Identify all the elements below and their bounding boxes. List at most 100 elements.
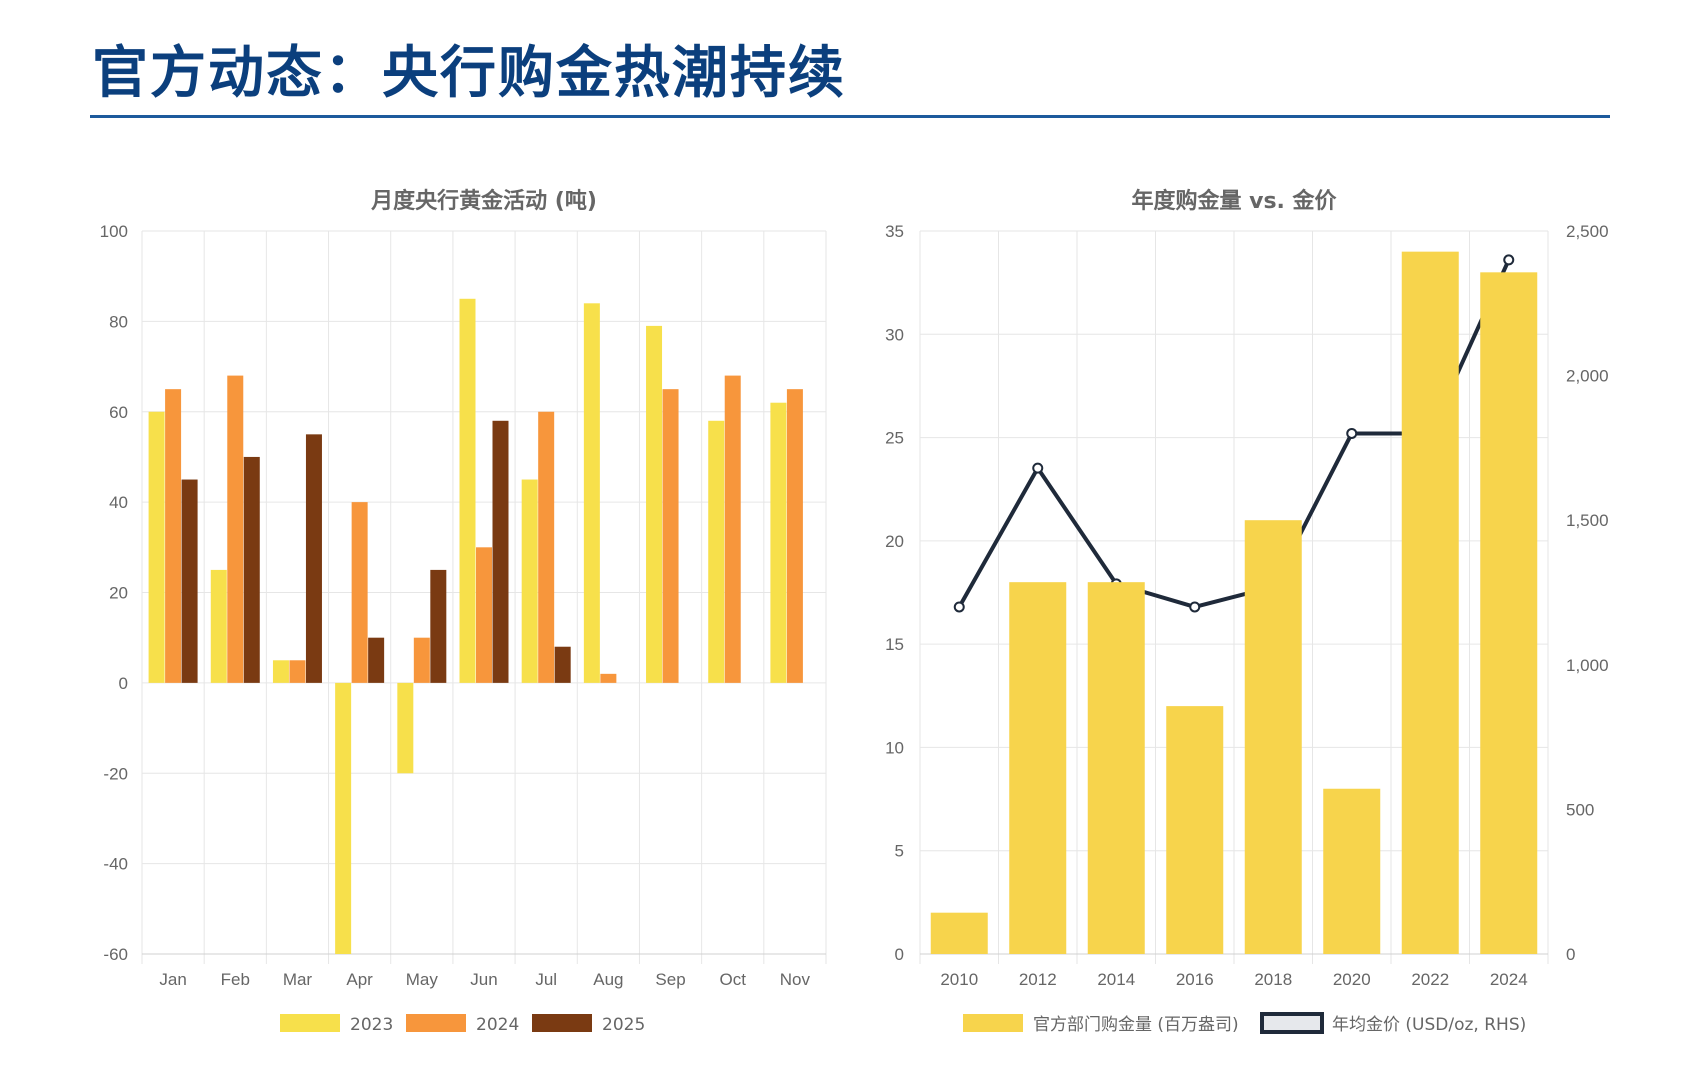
bar-2023-may	[397, 682, 414, 774]
bar-2024-mar	[289, 660, 306, 683]
legend-label-2023: 2023	[350, 1015, 393, 1035]
y-tick-label: 0	[119, 674, 128, 693]
bar-2025-feb	[243, 456, 260, 683]
right-y-tick-label: 500	[1566, 800, 1594, 819]
legend-label-purchases: 官方部门购金量 (百万盎司)	[1033, 1015, 1239, 1035]
bar-purchases-2024	[1480, 272, 1538, 954]
bar-2025-jun	[492, 420, 509, 683]
left-y-tick-label: 30	[885, 325, 904, 344]
legend-swatch-2024	[406, 1014, 466, 1032]
bar-2023-apr	[335, 682, 352, 954]
y-tick-label: -20	[103, 764, 128, 783]
x-tick-label: Aug	[593, 970, 623, 989]
x-tick-label: Sep	[655, 970, 685, 989]
x-tick-label: 2016	[1176, 970, 1214, 989]
bar-2024-aug	[600, 673, 617, 683]
y-tick-label: -60	[103, 945, 128, 964]
bar-2024-jul	[538, 411, 555, 683]
x-tick-label: Jan	[159, 970, 186, 989]
x-tick-label: 2022	[1411, 970, 1449, 989]
bar-2023-sep	[646, 325, 663, 683]
bar-2023-mar	[272, 660, 289, 683]
x-tick-label: 2014	[1097, 970, 1135, 989]
y-tick-label: 60	[109, 403, 128, 422]
bar-2024-feb	[227, 375, 244, 683]
x-tick-label: Oct	[720, 970, 747, 989]
monthly-activity-chart: 月度央行黄金活动 (吨) 100 80 60 40 20 0 -20 -40 -60 Jan Feb M…	[100, 188, 827, 1035]
x-tick-label: Jun	[470, 970, 497, 989]
price-point-2020	[1346, 427, 1358, 439]
annual-chart-title: 年度购金量 vs. 金价	[1131, 188, 1337, 214]
left-y-tick-label: 0	[895, 945, 904, 964]
right-y-tick-label: 1,000	[1566, 656, 1609, 675]
x-tick-label: May	[406, 970, 439, 989]
price-point-2010	[953, 601, 965, 613]
bar-2025-may	[430, 569, 447, 683]
left-y-tick-label: 25	[885, 429, 904, 448]
bar-2023-jan	[148, 411, 165, 683]
bar-2023-nov	[770, 402, 787, 683]
legend-label-2024: 2024	[476, 1015, 519, 1035]
x-tick-label: 2012	[1019, 970, 1057, 989]
x-tick-label: 2020	[1333, 970, 1371, 989]
bar-purchases-2020	[1323, 788, 1381, 954]
bar-purchases-2018	[1244, 520, 1302, 954]
bar-2025-jan	[181, 479, 198, 683]
bar-2023-oct	[708, 420, 725, 683]
x-tick-label: Feb	[221, 970, 250, 989]
bar-2023-aug	[583, 303, 600, 683]
bar-purchases-2014	[1087, 582, 1145, 954]
legend-swatch-price	[1260, 1012, 1324, 1034]
bar-2025-apr	[368, 637, 385, 683]
legend-swatch-purchases	[963, 1014, 1023, 1032]
y-tick-label: 40	[109, 493, 128, 512]
bar-purchases-2016	[1166, 706, 1224, 954]
bar-2024-nov	[786, 389, 803, 683]
y-tick-label: 100	[100, 222, 128, 241]
right-y-tick-label: 1,500	[1566, 511, 1609, 530]
y-tick-label: -40	[103, 855, 128, 874]
x-tick-label: Nov	[780, 970, 811, 989]
legend-swatch-2025	[532, 1014, 592, 1032]
legend-label-2025: 2025	[602, 1015, 645, 1035]
x-tick-label: Jul	[535, 970, 557, 989]
title-divider	[90, 115, 1610, 118]
price-point-2024	[1503, 254, 1515, 266]
left-y-tick-label: 15	[885, 635, 904, 654]
right-y-tick-label: 2,500	[1566, 222, 1609, 241]
bar-purchases-2022	[1401, 251, 1459, 954]
x-tick-label: 2010	[940, 970, 978, 989]
bar-2025-mar	[305, 434, 322, 683]
bar-2023-jul	[521, 479, 538, 683]
x-tick-label: 2018	[1254, 970, 1292, 989]
y-tick-label: 80	[109, 312, 128, 331]
right-y-tick-label: 0	[1566, 945, 1575, 964]
left-y-tick-label: 20	[885, 532, 904, 551]
x-tick-label: 2024	[1490, 970, 1528, 989]
bar-2024-sep	[662, 389, 679, 683]
y-tick-label: 20	[109, 584, 128, 603]
page-title: 官方动态：央行购金热潮持续	[92, 41, 846, 106]
left-y-tick-label: 10	[885, 738, 904, 757]
right-y-tick-label: 2,000	[1566, 367, 1609, 386]
left-y-tick-label: 35	[885, 222, 904, 241]
bar-2024-may	[413, 637, 430, 683]
monthly-chart-title: 月度央行黄金活动 (吨)	[370, 188, 597, 214]
bar-purchases-2012	[1009, 582, 1067, 954]
bar-2023-jun	[459, 298, 476, 683]
x-tick-label: Apr	[346, 970, 373, 989]
bar-2023-feb	[210, 569, 227, 683]
x-tick-label: Mar	[283, 970, 313, 989]
price-point-2016	[1189, 601, 1201, 613]
bar-2025-jul	[554, 646, 571, 683]
left-y-tick-label: 5	[895, 842, 904, 861]
price-point-2012	[1032, 462, 1044, 474]
bar-2024-oct	[724, 375, 741, 683]
bar-2024-apr	[351, 502, 368, 683]
bar-2024-jan	[165, 389, 182, 683]
bar-2024-jun	[476, 547, 492, 683]
bar-purchases-2010	[930, 912, 988, 954]
legend-label-price: 年均金价 (USD/oz, RHS)	[1332, 1015, 1526, 1035]
legend-swatch-2023	[280, 1014, 340, 1032]
